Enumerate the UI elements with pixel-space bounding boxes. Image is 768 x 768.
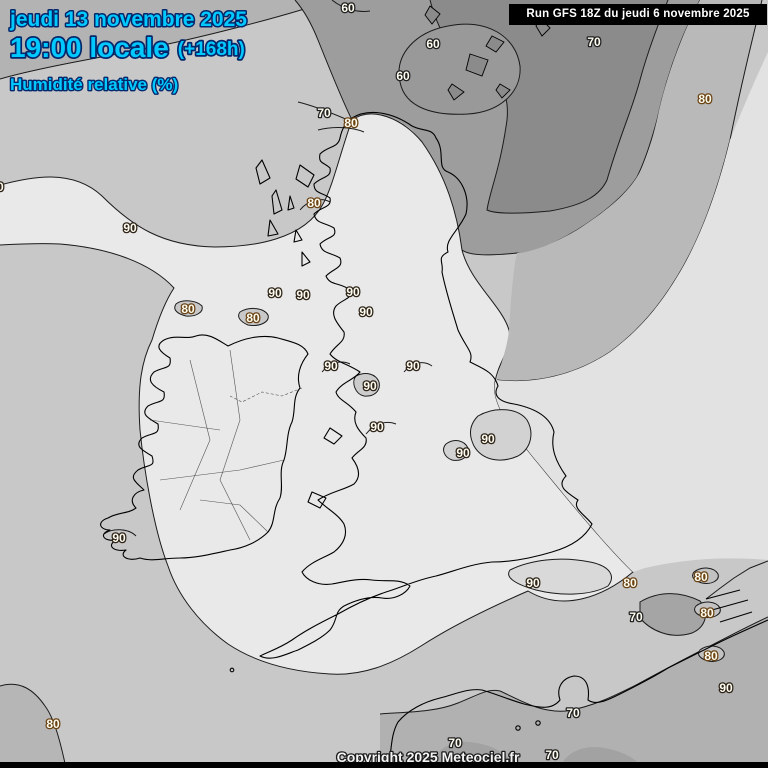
contour-label-90: 90: [363, 379, 377, 393]
contour-label-80: 80: [704, 649, 718, 663]
contour-label-90: 90: [719, 681, 733, 695]
copyright-text: Copyright 2025 Meteociel.fr: [337, 749, 520, 765]
contour-label-70: 70: [545, 748, 559, 762]
contour-label-60: 60: [341, 1, 355, 15]
contour-label-90: 90: [526, 576, 540, 590]
contour-label-90: 90: [324, 359, 338, 373]
contour-label-80: 80: [46, 717, 60, 731]
contour-label-90: 90: [359, 305, 373, 319]
contour-label-80: 80: [246, 311, 260, 325]
contour-label-70: 70: [448, 736, 462, 750]
contour-label-60: 60: [396, 69, 410, 83]
contour-label-80: 80: [623, 576, 637, 590]
contour-label-80: 80: [181, 302, 195, 316]
contour-label-80: 80: [698, 92, 712, 106]
contour-label-90: 90: [406, 359, 420, 373]
run-info-box: Run GFS 18Z du jeudi 6 novembre 2025: [509, 4, 767, 25]
date-line: jeudi 13 novembre 2025: [9, 8, 247, 31]
contour-label-60: 60: [426, 37, 440, 51]
time-line: 19:00 locale (+168h): [10, 32, 245, 63]
contour-label-90: 90: [123, 221, 137, 235]
humidity-pockets: [174, 300, 725, 662]
contour-label-90: 90: [456, 446, 470, 460]
contour-label-90: 90: [481, 432, 495, 446]
contour-label-80: 80: [344, 116, 358, 130]
contour-label-90: 90: [296, 288, 310, 302]
contour-label-90: 90: [268, 286, 282, 300]
contour-label-90: 90: [346, 285, 360, 299]
bottom-bar: [0, 762, 768, 768]
contour-label-80: 80: [694, 570, 708, 584]
contour-labels: 90 60 60 60 70 70 80 80 80 90 80 80 90 90 90 90 90 90 90 90…: [0, 0, 734, 763]
contour-label-70: 70: [566, 706, 580, 720]
contour-label-70: 70: [629, 610, 643, 624]
contour-label-80: 80: [307, 196, 321, 210]
variable-label: Humidité relative (%): [10, 75, 178, 94]
contour-label-70: 70: [317, 106, 331, 120]
contour-label-80: 80: [700, 606, 714, 620]
title-block: jeudi 13 novembre 2025 19:00 locale (+168…: [8, 7, 249, 96]
minor-contours: [103, 101, 768, 600]
contour-label-90: 90: [112, 531, 126, 545]
contour-label-70: 70: [587, 35, 601, 49]
coastlines: [100, 111, 768, 768]
contour-label-90: 90: [0, 180, 4, 194]
forecast-offset: (+168h): [178, 39, 245, 60]
contour-label-90: 90: [370, 420, 384, 434]
